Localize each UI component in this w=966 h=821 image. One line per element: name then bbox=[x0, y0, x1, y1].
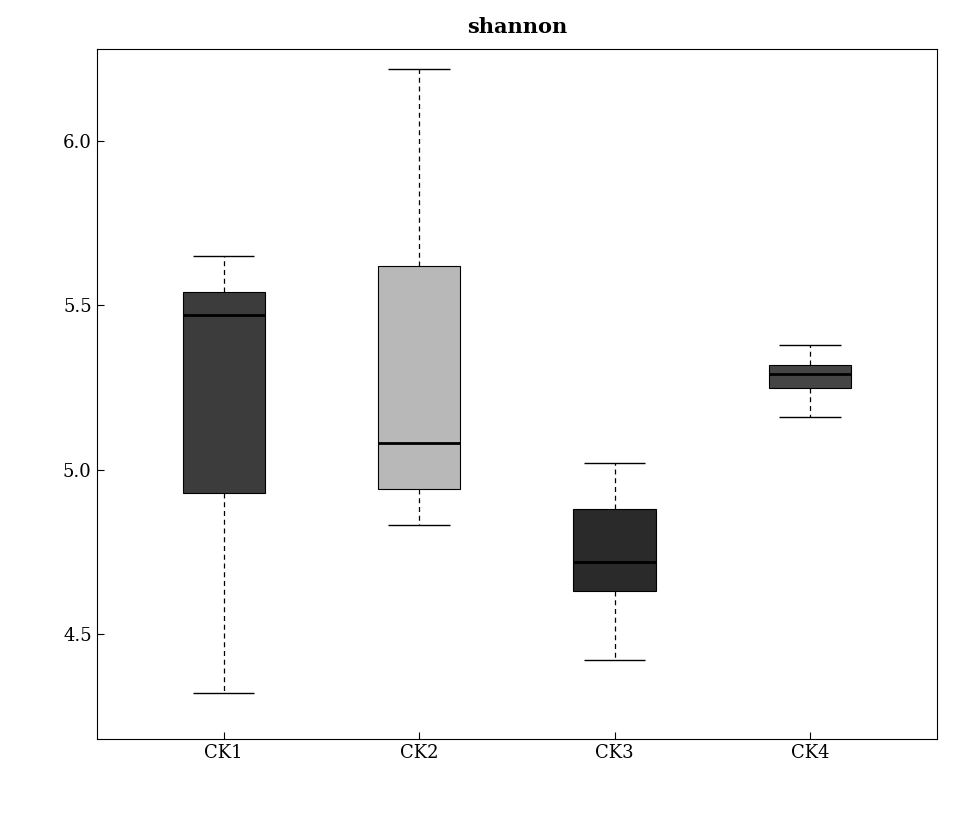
Title: shannon: shannon bbox=[467, 16, 567, 37]
Bar bbox=[378, 266, 460, 489]
Bar bbox=[183, 292, 265, 493]
Bar bbox=[769, 365, 851, 388]
Bar bbox=[574, 509, 656, 591]
